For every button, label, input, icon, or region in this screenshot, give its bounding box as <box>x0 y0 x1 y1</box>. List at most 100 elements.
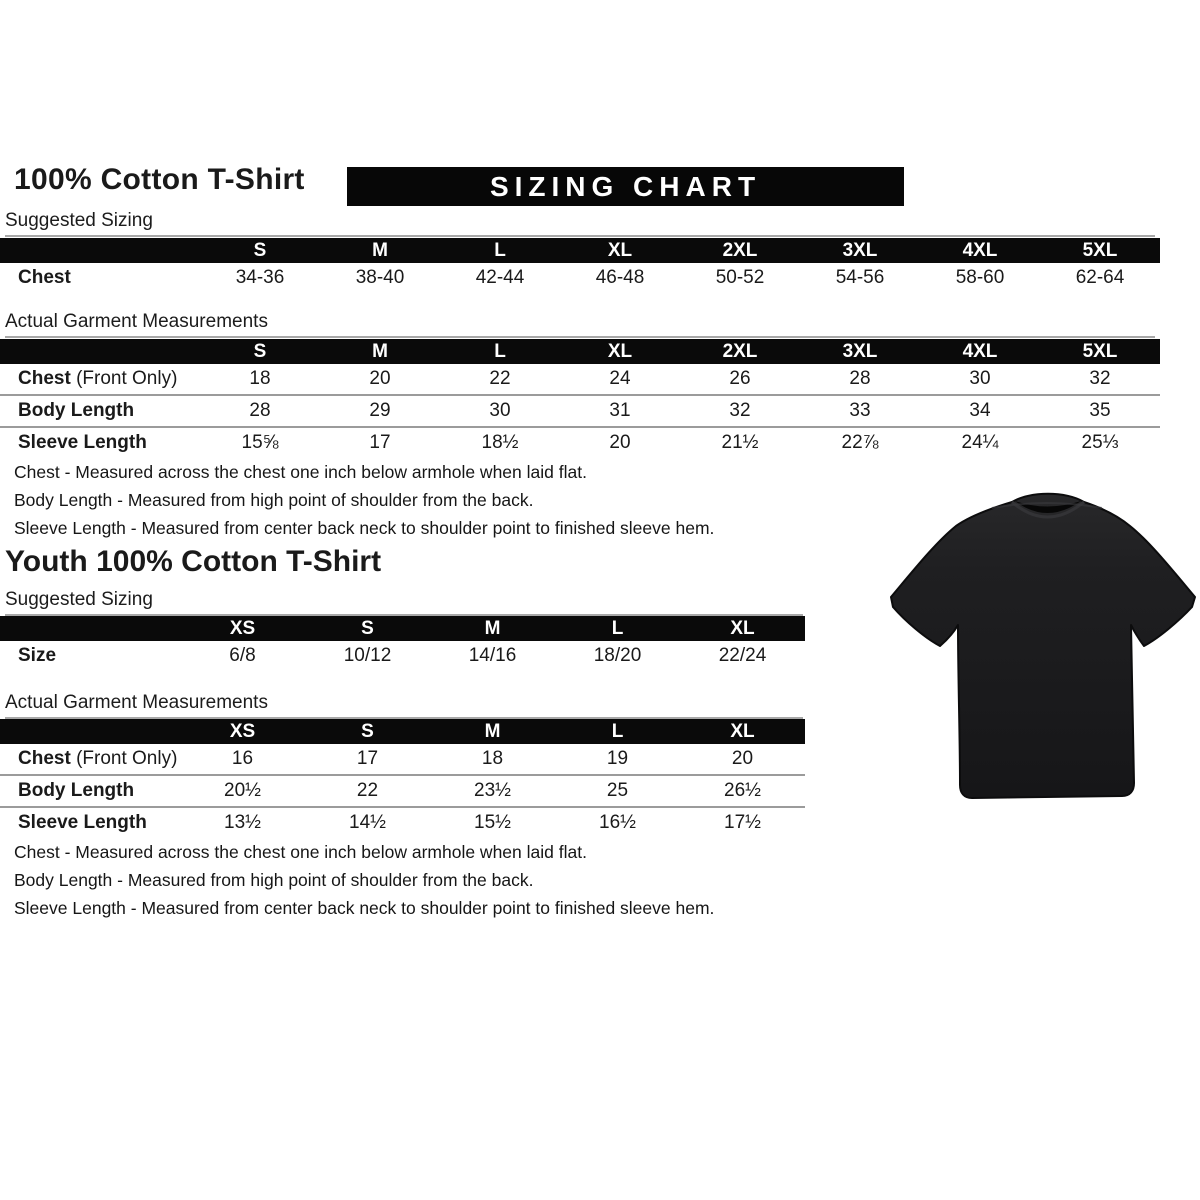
size-col-header: XS <box>229 617 256 639</box>
size-col-header: L <box>494 340 506 362</box>
size-col-header: XS <box>229 720 256 742</box>
youth-actual-measurements-table: XS S M L XL Chest (Front Only) 16 17 18 … <box>0 719 805 838</box>
adult-measurement-notes: Chest - Measured across the chest one in… <box>14 458 714 542</box>
size-col-header: XL <box>607 239 633 261</box>
size-col-header: L <box>494 239 506 261</box>
size-col-header: S <box>253 239 267 261</box>
size-col-header: 3XL <box>842 239 878 261</box>
youth-body-length-row: Body Length 20½ 22 23½ 25 26½ <box>0 776 805 808</box>
size-col-header: M <box>484 617 501 639</box>
size-col-header: XL <box>730 617 755 639</box>
youth-measurement-notes: Chest - Measured across the chest one in… <box>14 838 714 922</box>
measurement-value: 26 <box>729 368 751 389</box>
chest-value: 58-60 <box>955 267 1005 288</box>
size-col-header: S <box>253 340 267 362</box>
measurement-value: 30 <box>969 368 991 389</box>
size-col-header: L <box>611 720 624 742</box>
measurement-value: 19 <box>606 748 629 769</box>
size-col-header: S <box>361 617 374 639</box>
measurement-value: 32 <box>729 400 751 421</box>
row-label: Chest (Front Only) <box>18 748 178 769</box>
measurement-value: 16 <box>231 748 254 769</box>
tshirt-collar-seam <box>1011 500 1085 519</box>
youth-actual-measurements-label: Actual Garment Measurements <box>5 692 803 719</box>
youth-chest-front-row: Chest (Front Only) 16 17 18 19 20 <box>0 744 805 776</box>
sizing-chart-banner-label: SIZING CHART <box>489 170 762 202</box>
chest-value: 46-48 <box>595 267 645 288</box>
size-value: 6/8 <box>229 645 256 666</box>
size-value: 18/20 <box>593 645 642 666</box>
youth-actual-header-row: XS S M L XL <box>0 719 805 744</box>
corner-cell <box>0 616 180 641</box>
measurement-value: 16½ <box>599 812 636 833</box>
measurement-value: 20 <box>731 748 754 769</box>
size-col-header: L <box>611 617 624 639</box>
sizing-chart-banner: SIZING CHART <box>347 167 904 206</box>
measurement-value: 33 <box>849 400 871 421</box>
corner-cell <box>0 238 200 263</box>
measurement-value: 28 <box>849 368 871 389</box>
measurement-value: 25 <box>606 780 629 801</box>
size-col-header: 4XL <box>962 340 998 362</box>
row-label: Body Length <box>18 780 135 801</box>
adult-suggested-header-row: S M L XL 2XL 3XL 4XL 5XL <box>0 238 1160 263</box>
measurement-value: 24¼ <box>961 432 999 453</box>
measurement-value: 20 <box>609 432 631 453</box>
size-col-header: XL <box>607 340 633 362</box>
size-col-header: 2XL <box>722 239 758 261</box>
size-col-header: 4XL <box>962 239 998 261</box>
size-col-header: M <box>484 720 501 742</box>
measurement-value: 20 <box>369 368 391 389</box>
youth-suggested-header-row: XS S M L XL <box>0 616 805 641</box>
measurement-value: 21½ <box>721 432 759 453</box>
size-value: 10/12 <box>343 645 392 666</box>
size-col-header: XL <box>730 720 755 742</box>
row-label: Body Length <box>18 400 135 421</box>
row-label: Sleeve Length <box>18 812 147 833</box>
tshirt-shoulder-highlight <box>991 502 1103 509</box>
adult-sleeve-length-row: Sleeve Length 15⅝ 17 18½ 20 21½ 22⅞ 24¼ … <box>0 428 1160 458</box>
size-col-header: M <box>372 340 388 362</box>
size-value: 14/16 <box>468 645 517 666</box>
size-col-header: 5XL <box>1082 340 1118 362</box>
corner-cell <box>0 339 200 364</box>
row-label: Chest (Front Only) <box>18 368 178 389</box>
youth-size-row: Size 6/8 10/12 14/16 18/20 22/24 <box>0 641 805 671</box>
measurement-value: 18 <box>249 368 271 389</box>
measurement-value: 15⅝ <box>241 432 279 453</box>
measurement-value: 28 <box>249 400 271 421</box>
adult-suggested-sizing-label: Suggested Sizing <box>5 210 1155 237</box>
black-tshirt-image <box>890 492 1196 799</box>
adult-actual-measurements-table: S M L XL 2XL 3XL 4XL 5XL Chest (Front On… <box>0 339 1160 458</box>
row-label: Chest <box>18 267 71 288</box>
measurement-value: 14½ <box>349 812 386 833</box>
measurement-value: 30 <box>489 400 511 421</box>
size-col-header: 3XL <box>842 340 878 362</box>
note-sleeve-length: Sleeve Length - Measured from center bac… <box>14 518 715 538</box>
measurement-value: 32 <box>1089 368 1111 389</box>
size-value: 22/24 <box>718 645 767 666</box>
measurement-value: 23½ <box>474 780 511 801</box>
measurement-value: 13½ <box>224 812 261 833</box>
note-body-length: Body Length - Measured from high point o… <box>14 870 534 890</box>
corner-cell <box>0 719 180 744</box>
measurement-value: 18½ <box>481 432 519 453</box>
adult-body-length-row: Body Length 28 29 30 31 32 33 34 35 <box>0 396 1160 428</box>
row-label: Sleeve Length <box>18 432 147 453</box>
chest-value: 50-52 <box>715 267 765 288</box>
chest-value: 62-64 <box>1075 267 1125 288</box>
adult-actual-measurements-label: Actual Garment Measurements <box>5 311 1155 338</box>
chest-value: 54-56 <box>835 267 885 288</box>
size-col-header: 5XL <box>1082 239 1118 261</box>
youth-suggested-sizing-table: XS S M L XL Size 6/8 10/12 14/16 18/20 2… <box>0 616 805 671</box>
measurement-value: 31 <box>609 400 631 421</box>
chest-value: 42-44 <box>475 267 525 288</box>
youth-suggested-sizing-label: Suggested Sizing <box>5 589 803 616</box>
measurement-value: 17 <box>369 432 391 453</box>
size-col-header: 2XL <box>722 340 758 362</box>
size-col-header: S <box>361 720 374 742</box>
youth-title: Youth 100% Cotton T-Shirt <box>5 545 382 578</box>
adult-chest-front-row: Chest (Front Only) 18 20 22 24 26 28 30 … <box>0 364 1160 396</box>
measurement-value: 34 <box>969 400 991 421</box>
youth-sleeve-length-row: Sleeve Length 13½ 14½ 15½ 16½ 17½ <box>0 808 805 838</box>
